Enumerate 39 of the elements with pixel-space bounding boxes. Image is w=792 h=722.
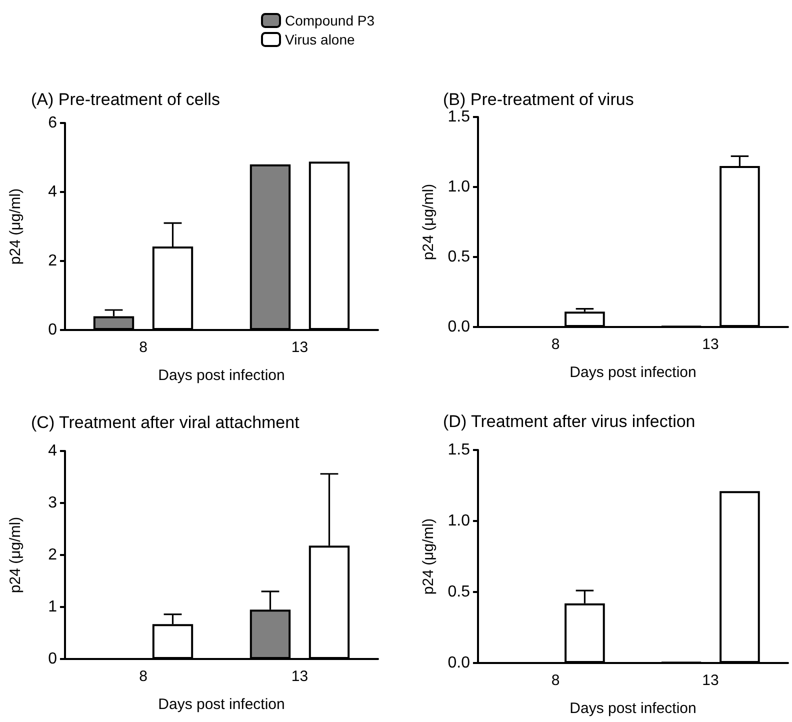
x-axis-title: Days post infection bbox=[158, 696, 285, 713]
chart-title: (A) Pre-treatment of cells bbox=[31, 90, 220, 109]
y-tick-label: 6 bbox=[48, 114, 58, 132]
y-tick-label: 0 bbox=[48, 322, 58, 338]
y-axis-title: p24 (μg/ml) bbox=[420, 518, 437, 595]
x-tick-label: 8 bbox=[551, 336, 560, 353]
y-tick-label: 1.0 bbox=[448, 178, 470, 196]
y-tick-label: 4 bbox=[48, 184, 58, 200]
x-axis-title: Days post infection bbox=[570, 364, 696, 381]
x-tick-label: 8 bbox=[551, 672, 560, 689]
y-tick-label: 0.0 bbox=[448, 318, 470, 336]
chart-title: (C) Treatment after viral attachment bbox=[31, 413, 300, 432]
x-tick-label: 13 bbox=[702, 672, 719, 689]
legend-label: Compound P3 bbox=[285, 12, 375, 28]
y-tick-label: 4 bbox=[48, 442, 58, 460]
y-tick-label: 0 bbox=[48, 650, 58, 668]
legend-label: Virus alone bbox=[285, 32, 355, 48]
y-tick-label: 0.5 bbox=[448, 248, 470, 266]
x-axis-title: Days post infection bbox=[570, 700, 696, 717]
y-tick-label: 1.5 bbox=[448, 442, 470, 458]
chart-title: (D) Treatment after virus infection bbox=[443, 412, 696, 431]
x-tick-label: 13 bbox=[291, 668, 308, 685]
x-axis-title: Days post infection bbox=[158, 367, 285, 384]
y-tick-label: 2 bbox=[48, 252, 58, 270]
y-tick-label: 1.5 bbox=[448, 108, 470, 126]
y-axis-title: p24 (μg/ml) bbox=[7, 188, 24, 265]
x-tick-label: 8 bbox=[139, 339, 148, 356]
y-tick-label: 1.0 bbox=[448, 512, 470, 530]
chart-title: (B) Pre-treatment of virus bbox=[443, 90, 634, 109]
x-tick-label: 13 bbox=[702, 336, 719, 353]
y-axis-title: p24 (μg/ml) bbox=[7, 516, 24, 594]
y-tick-label: 3 bbox=[48, 494, 58, 512]
y-tick-label: 0.0 bbox=[448, 654, 470, 672]
x-tick-label: 8 bbox=[139, 668, 148, 685]
y-tick-label: 0.5 bbox=[448, 584, 470, 600]
y-tick-label: 2 bbox=[48, 546, 58, 564]
y-axis-title: p24 (μg/ml) bbox=[420, 184, 437, 260]
x-tick-label: 13 bbox=[291, 339, 308, 356]
y-tick-label: 1 bbox=[48, 598, 58, 616]
